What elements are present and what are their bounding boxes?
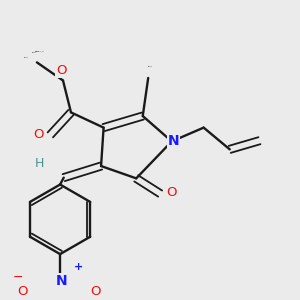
Text: O: O [33, 128, 44, 141]
Text: N: N [56, 274, 68, 288]
Text: methyl: methyl [32, 52, 36, 53]
Text: methyl: methyl [148, 66, 153, 67]
Text: +: + [74, 262, 83, 272]
Text: O: O [90, 285, 101, 298]
Text: O: O [167, 186, 177, 200]
Text: methoxy_lbl: methoxy_lbl [36, 50, 45, 52]
Text: methyl: methyl [35, 50, 40, 52]
Text: N: N [168, 134, 179, 148]
Text: O: O [56, 64, 66, 77]
Text: O: O [17, 285, 28, 298]
Text: −: − [12, 271, 23, 284]
Text: methyl: methyl [24, 57, 29, 58]
Text: H: H [35, 158, 44, 170]
